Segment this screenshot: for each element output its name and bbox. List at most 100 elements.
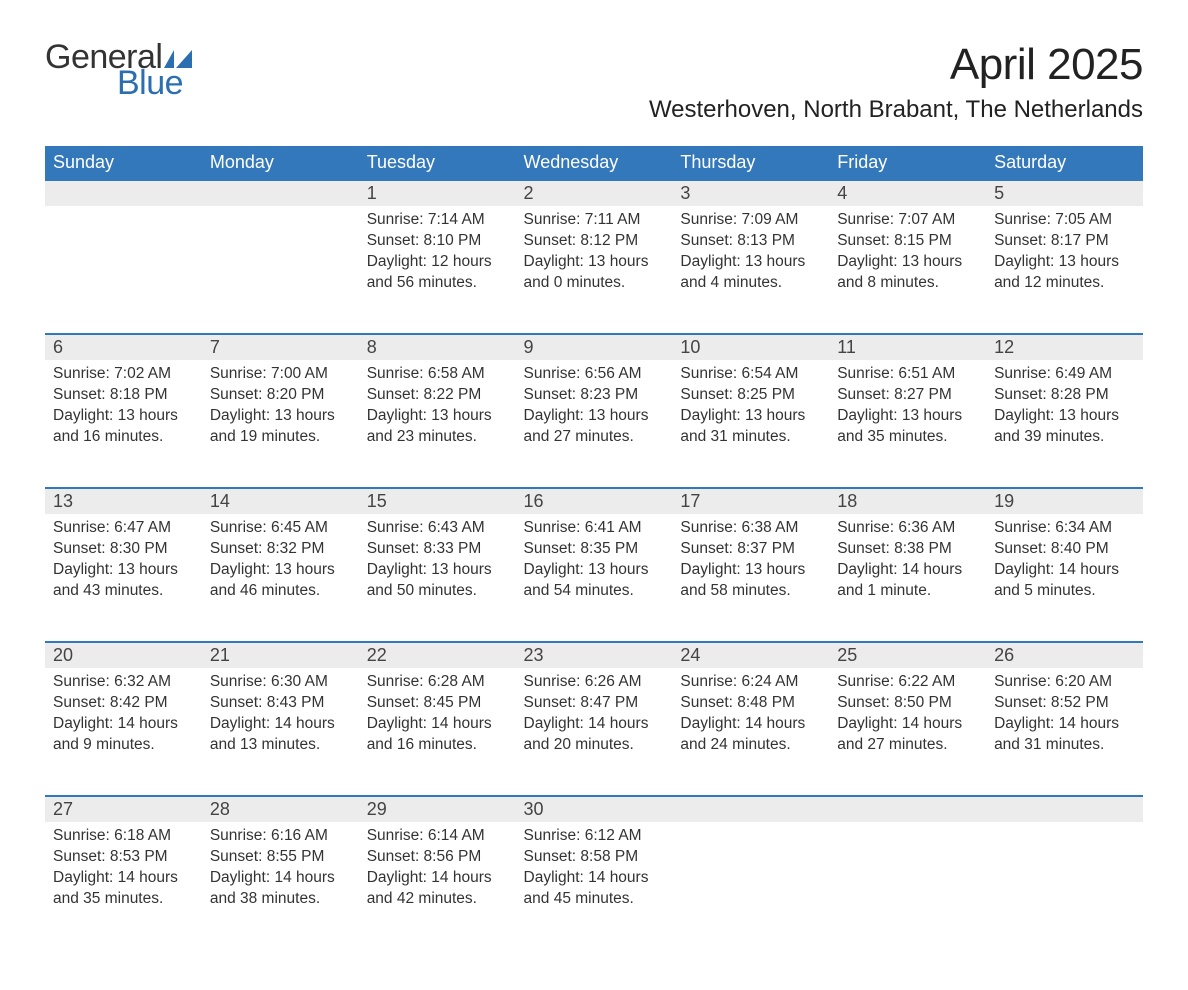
- sunset-line: Sunset: 8:38 PM: [837, 540, 952, 557]
- daylight-line: Daylight: 14 hours and 31 minutes.: [994, 715, 1119, 753]
- day-cell: [45, 206, 202, 334]
- sunset-line: Sunset: 8:42 PM: [53, 694, 168, 711]
- sunset-line: Sunset: 8:33 PM: [367, 540, 482, 557]
- sunrise-line: Sunrise: 6:12 AM: [524, 827, 642, 844]
- day-number: 14: [202, 489, 359, 514]
- daylight-line: Daylight: 14 hours and 20 minutes.: [524, 715, 649, 753]
- week-content-row: Sunrise: 6:18 AMSunset: 8:53 PMDaylight:…: [45, 822, 1143, 950]
- daylight-line: Daylight: 13 hours and 50 minutes.: [367, 561, 492, 599]
- daylight-line: Daylight: 14 hours and 13 minutes.: [210, 715, 335, 753]
- day-content: Sunrise: 6:20 AMSunset: 8:52 PMDaylight:…: [986, 668, 1143, 766]
- day-cell: Sunrise: 7:05 AMSunset: 8:17 PMDaylight:…: [986, 206, 1143, 334]
- day-number-cell: 22: [359, 642, 516, 668]
- day-number-cell: 23: [516, 642, 673, 668]
- day-content: Sunrise: 6:51 AMSunset: 8:27 PMDaylight:…: [829, 360, 986, 458]
- day-content: Sunrise: 6:56 AMSunset: 8:23 PMDaylight:…: [516, 360, 673, 458]
- week-number-row: 6789101112: [45, 334, 1143, 360]
- day-number-cell: 21: [202, 642, 359, 668]
- day-number: 2: [516, 181, 673, 206]
- sunrise-line: Sunrise: 6:28 AM: [367, 673, 485, 690]
- daylight-line: Daylight: 12 hours and 56 minutes.: [367, 253, 492, 291]
- sunset-line: Sunset: 8:18 PM: [53, 386, 168, 403]
- day-cell: Sunrise: 6:16 AMSunset: 8:55 PMDaylight:…: [202, 822, 359, 950]
- day-header: Sunday: [45, 146, 202, 180]
- sunrise-line: Sunrise: 7:14 AM: [367, 211, 485, 228]
- day-number-cell: 17: [672, 488, 829, 514]
- daylight-line: Daylight: 14 hours and 16 minutes.: [367, 715, 492, 753]
- day-number: 27: [45, 797, 202, 822]
- day-content: Sunrise: 6:45 AMSunset: 8:32 PMDaylight:…: [202, 514, 359, 612]
- day-content: Sunrise: 6:12 AMSunset: 8:58 PMDaylight:…: [516, 822, 673, 920]
- day-content: Sunrise: 7:14 AM Sunset: 8:10 PM Daylight:…: [359, 206, 516, 304]
- day-number: 5: [986, 181, 1143, 206]
- daylight-line: Daylight: 13 hours and 31 minutes.: [680, 407, 805, 445]
- day-number-cell: 2: [516, 180, 673, 206]
- day-cell: Sunrise: 6:41 AMSunset: 8:35 PMDaylight:…: [516, 514, 673, 642]
- day-cell: Sunrise: 6:43 AM Sunset: 8:33 PM Daylight:…: [359, 514, 516, 642]
- day-content: Sunrise: 6:24 AMSunset: 8:48 PMDaylight:…: [672, 668, 829, 766]
- day-number: 25: [829, 643, 986, 668]
- daylight-line: Daylight: 13 hours and 58 minutes.: [680, 561, 805, 599]
- logo: General Blue: [45, 40, 192, 100]
- day-number-cell: 20: [45, 642, 202, 668]
- day-cell: Sunrise: 6:12 AMSunset: 8:58 PMDaylight:…: [516, 822, 673, 950]
- day-number-cell: 4: [829, 180, 986, 206]
- sunrise-line: Sunrise: 6:43 AM: [367, 519, 485, 536]
- day-cell: Sunrise: 7:11 AMSunset: 8:12 PMDaylight:…: [516, 206, 673, 334]
- calendar-table: SundayMondayTuesdayWednesdayThursdayFrid…: [45, 146, 1143, 950]
- day-content: Sunrise: 7:07 AMSunset: 8:15 PMDaylight:…: [829, 206, 986, 304]
- day-header: Thursday: [672, 146, 829, 180]
- daylight-line: Daylight: 13 hours and 4 minutes.: [680, 253, 805, 291]
- day-number-cell: [45, 180, 202, 206]
- sunrise-line: Sunrise: 6:26 AM: [524, 673, 642, 690]
- day-cell: Sunrise: 7:14 AM Sunset: 8:10 PM Daylight:…: [359, 206, 516, 334]
- sunset-line: Sunset: 8:13 PM: [680, 232, 795, 249]
- day-header: Tuesday: [359, 146, 516, 180]
- header: General Blue April 2025 Westerhoven, Nor…: [45, 40, 1143, 138]
- day-number: 1: [359, 181, 516, 206]
- sunrise-line: Sunrise: 6:32 AM: [53, 673, 171, 690]
- day-header: Friday: [829, 146, 986, 180]
- day-number-cell: 16: [516, 488, 673, 514]
- sunrise-line: Sunrise: 6:34 AM: [994, 519, 1112, 536]
- day-number: 9: [516, 335, 673, 360]
- day-number-cell: 8: [359, 334, 516, 360]
- day-cell: [829, 822, 986, 950]
- sunset-line: Sunset: 8:50 PM: [837, 694, 952, 711]
- day-cell: Sunrise: 6:24 AMSunset: 8:48 PMDaylight:…: [672, 668, 829, 796]
- week-number-row: 12345: [45, 180, 1143, 206]
- day-number: [202, 181, 359, 185]
- week-number-row: 13141516171819: [45, 488, 1143, 514]
- day-number: 16: [516, 489, 673, 514]
- day-number: 20: [45, 643, 202, 668]
- day-number-cell: 18: [829, 488, 986, 514]
- daylight-line: Daylight: 14 hours and 35 minutes.: [53, 869, 178, 907]
- daylight-line: Daylight: 14 hours and 24 minutes.: [680, 715, 805, 753]
- daylight-line: Daylight: 14 hours and 42 minutes.: [367, 869, 492, 907]
- day-number-cell: 3: [672, 180, 829, 206]
- day-cell: Sunrise: 6:34 AMSunset: 8:40 PMDaylight:…: [986, 514, 1143, 642]
- daylight-line: Daylight: 13 hours and 35 minutes.: [837, 407, 962, 445]
- day-cell: Sunrise: 7:07 AMSunset: 8:15 PMDaylight:…: [829, 206, 986, 334]
- sunrise-line: Sunrise: 7:11 AM: [524, 211, 641, 228]
- sunset-line: Sunset: 8:12 PM: [524, 232, 639, 249]
- sunrise-line: Sunrise: 6:54 AM: [680, 365, 798, 382]
- day-cell: [672, 822, 829, 950]
- sunrise-line: Sunrise: 6:45 AM: [210, 519, 328, 536]
- day-number-cell: 30: [516, 796, 673, 822]
- daylight-line: Daylight: 13 hours and 27 minutes.: [524, 407, 649, 445]
- daylight-line: Daylight: 14 hours and 5 minutes.: [994, 561, 1119, 599]
- sunrise-line: Sunrise: 6:20 AM: [994, 673, 1112, 690]
- day-number-cell: [986, 796, 1143, 822]
- day-cell: [986, 822, 1143, 950]
- day-number: 15: [359, 489, 516, 514]
- day-number: 12: [986, 335, 1143, 360]
- sunset-line: Sunset: 8:45 PM: [367, 694, 482, 711]
- sunset-line: Sunset: 8:30 PM: [53, 540, 168, 557]
- day-cell: Sunrise: 6:38 AMSunset: 8:37 PMDaylight:…: [672, 514, 829, 642]
- daylight-line: Daylight: 13 hours and 8 minutes.: [837, 253, 962, 291]
- week-content-row: Sunrise: 6:32 AM Sunset: 8:42 PM Daylight:…: [45, 668, 1143, 796]
- calendar-header-row: SundayMondayTuesdayWednesdayThursdayFrid…: [45, 146, 1143, 180]
- sunset-line: Sunset: 8:10 PM: [367, 232, 482, 249]
- day-cell: Sunrise: 6:54 AMSunset: 8:25 PMDaylight:…: [672, 360, 829, 488]
